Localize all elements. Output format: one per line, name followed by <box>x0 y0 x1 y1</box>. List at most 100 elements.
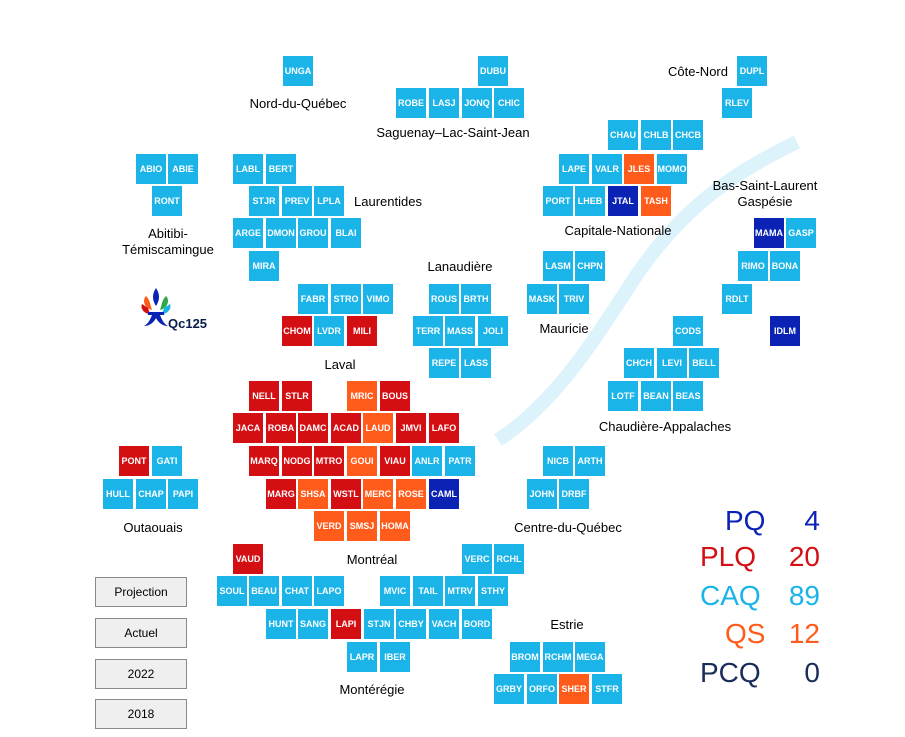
riding-tile-pont[interactable]: PONT <box>119 446 149 476</box>
riding-tile-brom[interactable]: BROM <box>510 642 540 672</box>
riding-tile-mvic[interactable]: MVIC <box>380 576 410 606</box>
riding-tile-gati[interactable]: GATI <box>152 446 182 476</box>
riding-tile-rimo[interactable]: RIMO <box>738 251 768 281</box>
riding-tile-papi[interactable]: PAPI <box>168 479 198 509</box>
riding-tile-mili[interactable]: MILI <box>347 316 377 346</box>
riding-tile-lpla[interactable]: LPLA <box>314 186 344 216</box>
riding-tile-cods[interactable]: CODS <box>673 316 703 346</box>
riding-tile-stro[interactable]: STRO <box>331 284 361 314</box>
riding-tile-rous[interactable]: ROUS <box>429 284 459 314</box>
riding-tile-verd[interactable]: VERD <box>314 511 344 541</box>
riding-tile-smsj[interactable]: SMSJ <box>347 511 377 541</box>
riding-tile-mira[interactable]: MIRA <box>249 251 279 281</box>
riding-tile-goui[interactable]: GOUI <box>347 446 377 476</box>
riding-tile-tash[interactable]: TASH <box>641 186 671 216</box>
scenario-button-actuel[interactable]: Actuel <box>95 618 187 648</box>
riding-tile-bord[interactable]: BORD <box>462 609 492 639</box>
riding-tile-rose[interactable]: ROSE <box>396 479 426 509</box>
riding-tile-levi[interactable]: LEVI <box>657 348 687 378</box>
riding-tile-dmon[interactable]: DMON <box>266 218 296 248</box>
riding-tile-grby[interactable]: GRBY <box>494 674 524 704</box>
riding-tile-unga[interactable]: UNGA <box>283 56 313 86</box>
riding-tile-prev[interactable]: PREV <box>282 186 312 216</box>
riding-tile-drbf[interactable]: DRBF <box>559 479 589 509</box>
scenario-button-projection[interactable]: Projection <box>95 577 187 607</box>
riding-tile-beas[interactable]: BEAS <box>673 381 703 411</box>
riding-tile-orfo[interactable]: ORFO <box>527 674 557 704</box>
riding-tile-chcb[interactable]: CHCB <box>673 120 703 150</box>
riding-tile-homa[interactable]: HOMA <box>380 511 410 541</box>
riding-tile-abie[interactable]: ABIE <box>168 154 198 184</box>
riding-tile-chap[interactable]: CHAP <box>136 479 166 509</box>
riding-tile-port[interactable]: PORT <box>543 186 573 216</box>
riding-tile-blai[interactable]: BLAI <box>331 218 361 248</box>
riding-tile-terr[interactable]: TERR <box>413 316 443 346</box>
riding-tile-stjr[interactable]: STJR <box>249 186 279 216</box>
riding-tile-dubu[interactable]: DUBU <box>478 56 508 86</box>
riding-tile-fabr[interactable]: FABR <box>298 284 328 314</box>
riding-tile-nicb[interactable]: NICB <box>543 446 573 476</box>
riding-tile-marg[interactable]: MARG <box>266 479 296 509</box>
riding-tile-lape[interactable]: LAPE <box>559 154 589 184</box>
riding-tile-mega[interactable]: MEGA <box>575 642 605 672</box>
riding-tile-vimo[interactable]: VIMO <box>363 284 393 314</box>
riding-tile-stfr[interactable]: STFR <box>592 674 622 704</box>
riding-tile-anlr[interactable]: ANLR <box>412 446 442 476</box>
riding-tile-merc[interactable]: MERC <box>363 479 393 509</box>
riding-tile-dupl[interactable]: DUPL <box>737 56 767 86</box>
riding-tile-nodg[interactable]: NODG <box>282 446 312 476</box>
riding-tile-idlm[interactable]: IDLM <box>770 316 800 346</box>
riding-tile-jmvi[interactable]: JMVI <box>396 413 426 443</box>
riding-tile-gasp[interactable]: GASP <box>786 218 816 248</box>
riding-tile-mtrv[interactable]: MTRV <box>445 576 475 606</box>
riding-tile-lafo[interactable]: LAFO <box>429 413 459 443</box>
riding-tile-mask[interactable]: MASK <box>527 284 557 314</box>
riding-tile-chch[interactable]: CHCH <box>624 348 654 378</box>
riding-tile-bean[interactable]: BEAN <box>641 381 671 411</box>
riding-tile-jaca[interactable]: JACA <box>233 413 263 443</box>
riding-tile-lapr[interactable]: LAPR <box>347 642 377 672</box>
riding-tile-lasj[interactable]: LASJ <box>429 88 459 118</box>
riding-tile-momo[interactable]: MOMO <box>657 154 687 184</box>
riding-tile-vach[interactable]: VACH <box>429 609 459 639</box>
riding-tile-bert[interactable]: BERT <box>266 154 296 184</box>
riding-tile-bona[interactable]: BONA <box>770 251 800 281</box>
riding-tile-chby[interactable]: CHBY <box>396 609 426 639</box>
riding-tile-bell[interactable]: BELL <box>689 348 719 378</box>
riding-tile-caml[interactable]: CAML <box>429 479 459 509</box>
riding-tile-joli[interactable]: JOLI <box>478 316 508 346</box>
riding-tile-lass[interactable]: LASS <box>461 348 491 378</box>
scenario-button-2018[interactable]: 2018 <box>95 699 187 729</box>
riding-tile-jles[interactable]: JLES <box>624 154 654 184</box>
riding-tile-mass[interactable]: MASS <box>445 316 475 346</box>
riding-tile-chlb[interactable]: CHLB <box>641 120 671 150</box>
riding-tile-abio[interactable]: ABIO <box>136 154 166 184</box>
riding-tile-iber[interactable]: IBER <box>380 642 410 672</box>
riding-tile-mtro[interactable]: MTRO <box>314 446 344 476</box>
riding-tile-verc[interactable]: VERC <box>462 544 492 574</box>
riding-tile-viau[interactable]: VIAU <box>380 446 410 476</box>
riding-tile-labl[interactable]: LABL <box>233 154 263 184</box>
riding-tile-tail[interactable]: TAIL <box>413 576 443 606</box>
scenario-button-2022[interactable]: 2022 <box>95 659 187 689</box>
riding-tile-jonq[interactable]: JONQ <box>462 88 492 118</box>
riding-tile-roba[interactable]: ROBA <box>266 413 296 443</box>
riding-tile-stjn[interactable]: STJN <box>364 609 394 639</box>
riding-tile-rchm[interactable]: RCHM <box>543 642 573 672</box>
riding-tile-wstl[interactable]: WSTL <box>331 479 361 509</box>
riding-tile-damc[interactable]: DAMC <box>298 413 328 443</box>
riding-tile-hull[interactable]: HULL <box>103 479 133 509</box>
riding-tile-triv[interactable]: TRIV <box>559 284 589 314</box>
riding-tile-stlr[interactable]: STLR <box>282 381 312 411</box>
riding-tile-mric[interactable]: MRIC <box>347 381 377 411</box>
riding-tile-chic[interactable]: CHIC <box>494 88 524 118</box>
riding-tile-lvdr[interactable]: LVDR <box>314 316 344 346</box>
riding-tile-shsa[interactable]: SHSA <box>298 479 328 509</box>
riding-tile-ront[interactable]: RONT <box>152 186 182 216</box>
riding-tile-repe[interactable]: REPE <box>429 348 459 378</box>
riding-tile-lasm[interactable]: LASM <box>543 251 573 281</box>
riding-tile-lheb[interactable]: LHEB <box>575 186 605 216</box>
riding-tile-soul[interactable]: SOUL <box>217 576 247 606</box>
riding-tile-sher[interactable]: SHER <box>559 674 589 704</box>
riding-tile-beau[interactable]: BEAU <box>249 576 279 606</box>
